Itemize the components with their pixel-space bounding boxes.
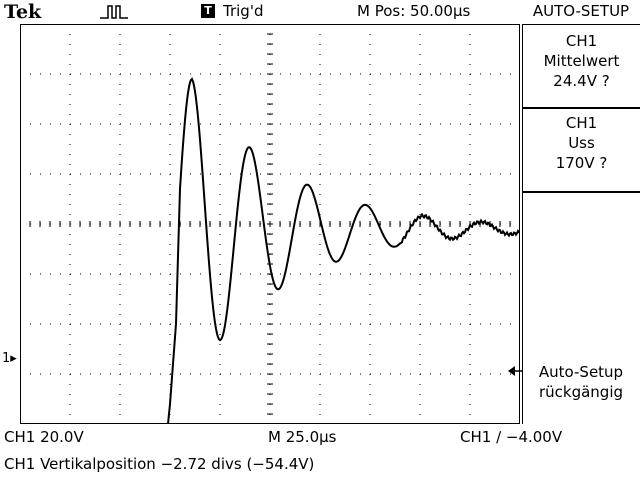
vpp-label: Uss [568, 134, 595, 152]
vpp-measurement-box[interactable]: CH1 Uss 170V ? [522, 108, 640, 192]
mean-label: Mittelwert [543, 52, 620, 70]
mean-value: 24.4V ? [553, 72, 610, 90]
undo-line1: Auto-Setup [538, 363, 624, 381]
ch1-ground-marker: 1▸ [2, 351, 17, 366]
ch1-marker-label: 1 [2, 351, 11, 366]
timebase-readout: M 25.0µs [268, 428, 337, 446]
main-position-readout: M Pos: 50.00µs [357, 2, 471, 20]
empty-menu-slot [522, 192, 640, 424]
vpp-channel: CH1 [565, 114, 598, 132]
brand-logo: Tek [4, 1, 42, 23]
ch1-waveform-trace [167, 77, 520, 424]
status-message: CH1 Vertikalposition −2.72 divs (−54.4V) [4, 455, 315, 473]
trigger-level-arrow-icon [508, 366, 522, 376]
acquisition-pulse-icon [100, 5, 128, 19]
side-menu: CH1 Mittelwert 24.4V ? CH1 Uss 170V ? [522, 24, 640, 424]
trigger-level-readout: CH1 ∕ −4.00V [460, 428, 563, 446]
trigger-status-badge: T [201, 4, 215, 18]
bottom-status-bar: CH1 20.0V M 25.0µs CH1 ∕ −4.00V [0, 428, 640, 450]
waveform-display [20, 24, 520, 424]
graticule [20, 24, 520, 424]
channel-scale-readout: CH1 20.0V [4, 428, 84, 446]
top-status-bar: Tek T Trig'd M Pos: 50.00µs AUTO-SETUP [0, 0, 640, 24]
vpp-value: 170V ? [555, 154, 608, 172]
trigger-status-text: Trig'd [223, 2, 264, 20]
menu-title: AUTO-SETUP [532, 2, 630, 20]
ch1-marker-arrow-icon: ▸ [10, 351, 17, 366]
undo-autosetup-button[interactable]: Auto-Setup rückgängig [522, 362, 640, 402]
mean-channel: CH1 [565, 32, 598, 50]
undo-line2: rückgängig [538, 383, 624, 401]
mean-measurement-box[interactable]: CH1 Mittelwert 24.4V ? [522, 24, 640, 108]
